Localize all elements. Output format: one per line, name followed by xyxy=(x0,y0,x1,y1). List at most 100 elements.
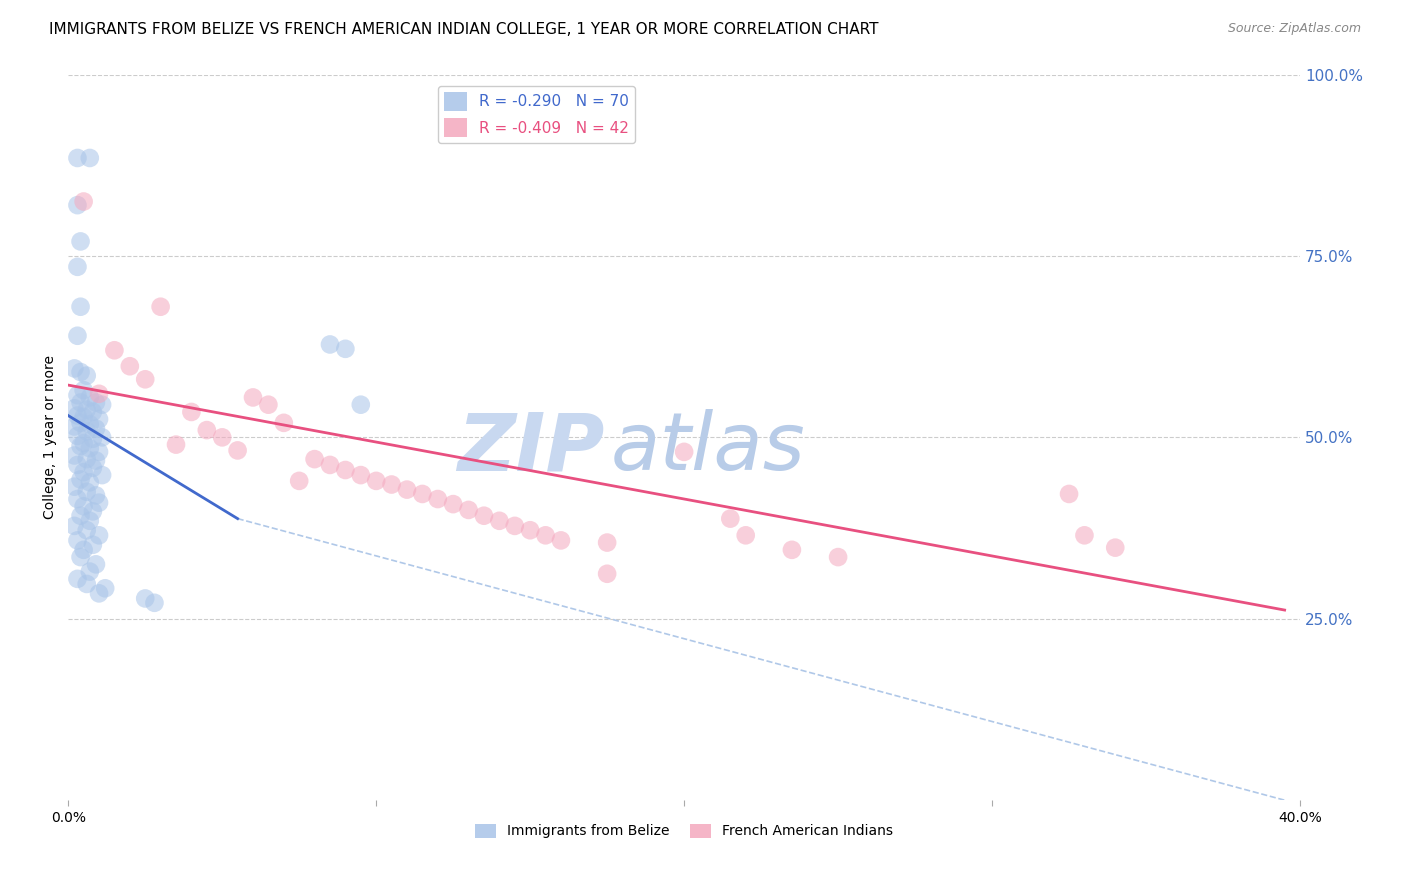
Point xyxy=(69,550,91,565)
Point xyxy=(84,558,107,572)
Point xyxy=(87,412,110,426)
Point xyxy=(69,365,91,379)
Point xyxy=(82,504,104,518)
Point xyxy=(103,343,125,358)
Point xyxy=(143,596,166,610)
Point xyxy=(335,342,357,356)
Point xyxy=(66,328,89,343)
Point xyxy=(350,468,373,483)
Point xyxy=(472,508,495,523)
Point xyxy=(87,528,110,542)
Point xyxy=(76,368,98,383)
Point xyxy=(319,458,342,472)
Point xyxy=(366,474,388,488)
Point xyxy=(72,383,94,397)
Point xyxy=(84,453,107,467)
Point xyxy=(66,458,89,472)
Point xyxy=(82,460,104,475)
Point xyxy=(63,449,86,463)
Point xyxy=(84,395,107,409)
Point xyxy=(288,474,311,488)
Point xyxy=(87,386,110,401)
Point xyxy=(734,528,756,542)
Point xyxy=(84,422,107,436)
Point xyxy=(87,445,110,459)
Point xyxy=(519,523,541,537)
Point xyxy=(69,439,91,453)
Point xyxy=(165,437,187,451)
Point xyxy=(76,425,98,439)
Point xyxy=(66,388,89,402)
Point xyxy=(411,487,433,501)
Point xyxy=(72,436,94,450)
Point xyxy=(79,417,101,432)
Point xyxy=(76,577,98,591)
Point xyxy=(63,419,86,434)
Point xyxy=(87,496,110,510)
Point xyxy=(319,337,342,351)
Point xyxy=(66,260,89,274)
Point xyxy=(488,514,510,528)
Point xyxy=(72,410,94,425)
Point xyxy=(534,528,557,542)
Point xyxy=(550,533,572,548)
Point xyxy=(596,535,619,549)
Point xyxy=(79,442,101,456)
Point xyxy=(66,151,89,165)
Point xyxy=(149,300,172,314)
Point xyxy=(79,391,101,405)
Point xyxy=(827,550,849,565)
Point xyxy=(94,582,117,596)
Point xyxy=(76,402,98,417)
Point xyxy=(1073,528,1095,542)
Text: ZIP: ZIP xyxy=(457,409,605,487)
Point xyxy=(91,430,114,444)
Text: IMMIGRANTS FROM BELIZE VS FRENCH AMERICAN INDIAN COLLEGE, 1 YEAR OR MORE CORRELA: IMMIGRANTS FROM BELIZE VS FRENCH AMERICA… xyxy=(49,22,879,37)
Point xyxy=(63,361,86,376)
Point xyxy=(381,477,404,491)
Point xyxy=(718,511,741,525)
Point xyxy=(350,398,373,412)
Point xyxy=(87,586,110,600)
Point xyxy=(72,194,94,209)
Point xyxy=(69,235,91,249)
Point xyxy=(91,468,114,483)
Point xyxy=(66,533,89,548)
Point xyxy=(66,409,89,423)
Point xyxy=(503,519,526,533)
Point xyxy=(441,497,464,511)
Point xyxy=(273,416,295,430)
Point xyxy=(69,395,91,409)
Point xyxy=(69,416,91,430)
Point xyxy=(426,491,449,506)
Point xyxy=(134,372,156,386)
Point xyxy=(79,151,101,165)
Point xyxy=(69,300,91,314)
Point xyxy=(780,542,803,557)
Point xyxy=(79,514,101,528)
Point xyxy=(82,538,104,552)
Point xyxy=(1057,487,1080,501)
Text: atlas: atlas xyxy=(610,409,806,487)
Point xyxy=(457,503,479,517)
Point xyxy=(134,591,156,606)
Point xyxy=(1104,541,1126,555)
Point xyxy=(69,472,91,486)
Point xyxy=(66,198,89,212)
Y-axis label: College, 1 year or more: College, 1 year or more xyxy=(44,355,58,519)
Point xyxy=(76,523,98,537)
Point xyxy=(84,488,107,502)
Point xyxy=(63,401,86,416)
Point xyxy=(91,398,114,412)
Point xyxy=(63,480,86,494)
Point xyxy=(304,452,326,467)
Point xyxy=(82,432,104,446)
Point xyxy=(226,443,249,458)
Point xyxy=(242,391,264,405)
Point xyxy=(195,423,218,437)
Point xyxy=(66,572,89,586)
Point xyxy=(395,483,418,497)
Point xyxy=(180,405,202,419)
Point xyxy=(79,475,101,490)
Legend: Immigrants from Belize, French American Indians: Immigrants from Belize, French American … xyxy=(470,818,898,844)
